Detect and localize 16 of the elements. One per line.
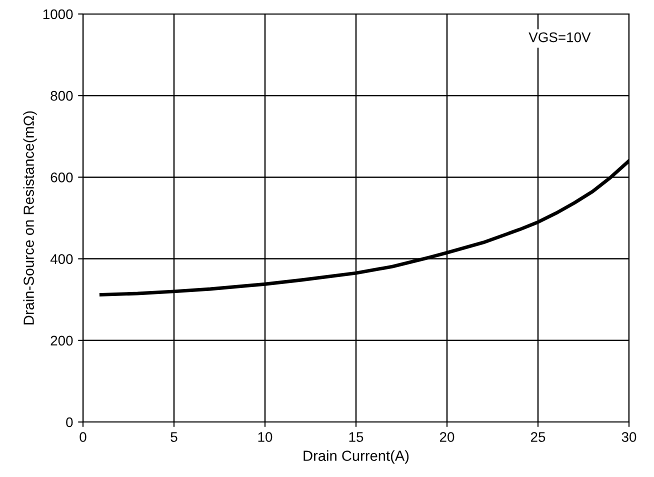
x-tick-label: 30: [622, 432, 636, 442]
x-tick-label: 20: [440, 432, 454, 442]
x-tick-label: 10: [258, 432, 272, 442]
x-tick-label: 25: [530, 432, 546, 442]
y-axis-title: Drain-Source on Resistance(mΩ): [23, 111, 37, 324]
y-tick-label: 600: [50, 172, 73, 182]
y-tick-label: 400: [50, 254, 73, 264]
x-axis-title: Drain Current(A): [304, 450, 409, 464]
y-tick-label: 200: [50, 336, 73, 346]
annotation: VGS=10V: [528, 32, 591, 42]
x-tick-label: 0: [80, 432, 86, 442]
x-tick-label: 5: [170, 432, 178, 442]
x-tick-label: 15: [349, 432, 364, 442]
y-tick-label: 800: [50, 90, 73, 101]
y-tick-label: 1000: [43, 9, 73, 20]
y-tick-label: 0: [66, 417, 73, 428]
